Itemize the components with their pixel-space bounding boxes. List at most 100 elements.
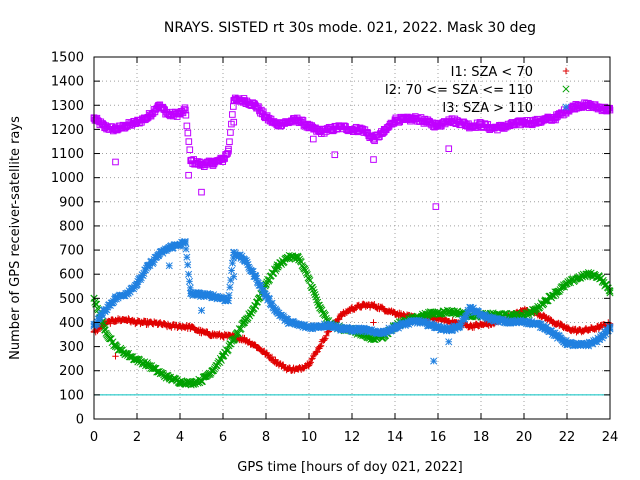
point-s3 [552, 332, 560, 340]
point-s1 [209, 331, 216, 338]
x-tick-label: 2 [133, 430, 141, 445]
point-s4 [122, 122, 130, 130]
outlier-points [112, 118, 453, 365]
point-s1 [166, 322, 173, 330]
point-s3 [477, 311, 485, 319]
point-s3 [423, 320, 431, 328]
y-tick-label: 0 [76, 413, 84, 428]
point-s3 [182, 245, 190, 253]
point-s2 [240, 318, 249, 327]
x-tick-label: 4 [176, 430, 184, 445]
point-s3 [228, 266, 236, 275]
outlier-point [432, 203, 440, 210]
point-s4 [176, 110, 184, 118]
outlier-point [112, 158, 119, 166]
point-s2 [316, 304, 324, 312]
point-s2 [445, 308, 453, 316]
point-s1 [323, 332, 330, 339]
point-s4 [316, 128, 324, 136]
point-s4 [499, 123, 506, 131]
point-s2 [434, 309, 442, 317]
point-s3 [165, 244, 173, 252]
legend-marker-i3 [562, 103, 570, 111]
point-s2 [224, 346, 232, 354]
point-s1 [133, 319, 141, 326]
y-tick-label: 600 [59, 268, 84, 283]
point-s3 [268, 299, 276, 307]
point-s2 [310, 288, 318, 297]
y-tick-label: 1100 [51, 147, 84, 162]
legend-marker-i2 [562, 85, 570, 93]
point-s4 [391, 116, 399, 124]
point-s2 [294, 253, 302, 261]
point-s2 [144, 361, 152, 369]
x-tick-label: 16 [430, 430, 447, 445]
point-s3 [494, 318, 502, 326]
y-tick-label: 1200 [51, 123, 84, 138]
point-s2 [237, 325, 245, 333]
point-s4 [327, 126, 334, 133]
point-s4 [413, 115, 420, 122]
point-s3 [226, 283, 234, 291]
point-s4 [337, 123, 345, 131]
point-s2 [313, 296, 321, 304]
outlier-point [430, 357, 438, 365]
point-s3 [181, 239, 189, 247]
point-s1 [321, 336, 328, 343]
outlier-point [370, 319, 377, 326]
outlier-point [445, 145, 453, 153]
outlier-point [198, 188, 205, 196]
point-s1 [308, 355, 315, 363]
point-s2 [595, 273, 603, 281]
point-s4 [208, 159, 216, 167]
point-s1 [553, 320, 560, 327]
point-s1 [348, 305, 356, 312]
point-s2 [111, 343, 120, 351]
point-s3 [316, 322, 324, 330]
point-s4 [230, 97, 238, 104]
point-s3 [249, 267, 257, 276]
point-s4 [402, 116, 410, 124]
point-s4 [229, 111, 236, 118]
point-s3 [96, 313, 104, 321]
point-s3 [402, 320, 410, 328]
point-s3 [144, 263, 152, 271]
legend-label-i1: I1: SZA < 70 [451, 65, 533, 80]
point-s4 [258, 106, 265, 114]
point-s1 [477, 321, 485, 329]
point-s2 [176, 378, 184, 386]
point-s2 [574, 274, 582, 282]
point-s3 [283, 317, 292, 325]
point-s2 [251, 302, 259, 310]
x-axis-label: GPS time [hours of doy 021, 2022] [237, 460, 462, 475]
point-s4 [241, 97, 248, 104]
point-s1 [252, 342, 259, 349]
point-s3 [130, 285, 138, 293]
point-s3 [305, 323, 313, 331]
outlier-point [230, 118, 238, 126]
point-s3 [509, 318, 517, 327]
y-tick-label: 200 [59, 364, 84, 379]
point-s3 [203, 291, 211, 299]
point-s1 [219, 332, 227, 339]
point-s2 [541, 297, 550, 305]
point-s3 [308, 325, 316, 333]
point-s2 [230, 335, 238, 343]
point-s3 [111, 294, 120, 302]
point-s1 [445, 318, 452, 325]
point-s4 [165, 111, 173, 119]
point-s3 [101, 306, 109, 314]
x-tick-label: 14 [387, 430, 404, 445]
legend: I1: SZA < 70 I2: 70 <= SZA <= 110 I3: SZ… [385, 65, 570, 116]
point-s3 [574, 341, 582, 349]
point-s2 [315, 301, 323, 309]
point-s4 [380, 128, 388, 136]
point-s3 [259, 286, 267, 294]
point-s1 [176, 322, 184, 330]
point-s3 [265, 295, 273, 303]
x-tick-label: 18 [473, 430, 490, 445]
point-s4 [155, 101, 162, 109]
point-s1 [305, 360, 313, 367]
point-s2 [305, 275, 313, 283]
point-s3 [351, 327, 359, 335]
